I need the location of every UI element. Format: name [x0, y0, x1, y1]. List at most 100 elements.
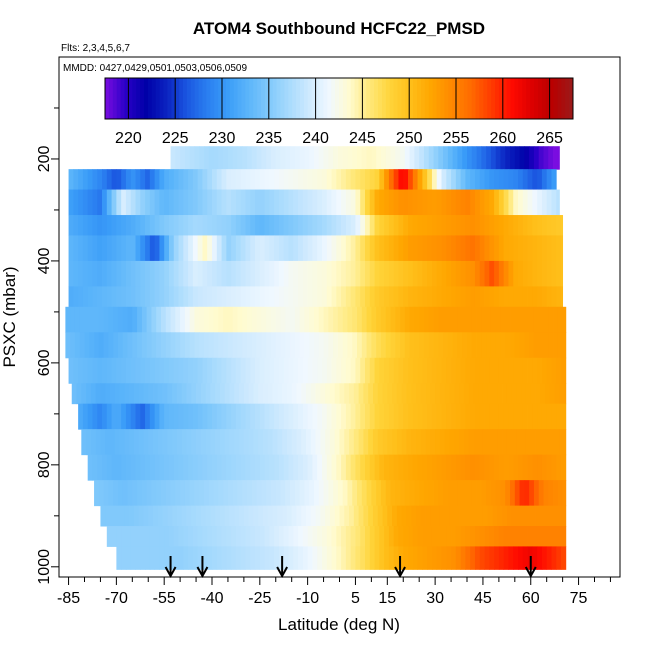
heatmap-cell — [543, 480, 549, 507]
heatmap-cell — [506, 429, 513, 456]
heatmap-cell — [522, 357, 528, 384]
heatmap-cell — [470, 403, 476, 430]
heatmap-cell — [299, 332, 305, 359]
heatmap-cell — [68, 286, 74, 308]
heatmap-cell — [489, 454, 495, 481]
heatmap-cell — [106, 215, 112, 236]
heatmap-cell — [312, 403, 318, 430]
heatmap-cell — [172, 429, 178, 456]
heatmap-cell — [529, 306, 535, 333]
heatmap-cell — [498, 235, 505, 262]
heatmap-cell — [347, 332, 353, 359]
heatmap-cell — [382, 383, 388, 405]
heatmap-cell — [321, 260, 328, 287]
heatmap-cell — [189, 332, 195, 359]
heatmap-cell — [189, 480, 195, 507]
heatmap-cell — [494, 260, 500, 287]
heatmap-cell — [259, 286, 265, 308]
heatmap-cell — [408, 260, 414, 287]
heatmap-cell — [503, 286, 509, 308]
heatmap-cell — [417, 454, 423, 481]
heatmap-cell — [73, 215, 79, 236]
heatmap-cell — [326, 215, 332, 236]
colorbar-segment — [510, 78, 515, 119]
colorbar-tick-label: 265 — [536, 130, 563, 147]
heatmap-cell — [274, 235, 280, 262]
heatmap-cell — [221, 286, 227, 308]
heatmap-cell — [293, 235, 299, 262]
heatmap-cell — [341, 215, 347, 236]
heatmap-cell — [554, 429, 560, 456]
heatmap-cell — [219, 505, 226, 527]
heatmap-cell — [140, 403, 146, 430]
heatmap-cell — [446, 403, 452, 430]
heatmap-cell — [205, 429, 211, 456]
heatmap-cell — [149, 215, 156, 236]
heatmap-cell — [366, 332, 372, 359]
heatmap-cell — [431, 235, 438, 262]
heatmap-cell — [208, 480, 214, 507]
heatmap-cell — [502, 383, 508, 405]
heatmap-cell — [541, 357, 548, 384]
heatmap-cell — [457, 332, 463, 359]
heatmap-cell — [245, 403, 251, 430]
heatmap-cell — [145, 526, 151, 547]
heatmap-cell — [274, 286, 280, 308]
heatmap-cell — [94, 332, 100, 359]
colorbar-segment — [186, 78, 192, 119]
heatmap-cell — [293, 403, 299, 430]
heatmap-cell — [446, 169, 452, 191]
heatmap-cell — [87, 169, 93, 191]
colorbar-segment — [202, 78, 207, 119]
heatmap-cell — [178, 215, 184, 236]
heatmap-cell — [74, 306, 81, 333]
heatmap-cell — [328, 332, 334, 359]
heatmap-cell — [425, 429, 431, 456]
heatmap-cell — [412, 454, 418, 481]
heatmap-cell — [307, 546, 313, 570]
heatmap-cell — [363, 383, 369, 405]
heatmap-cell — [532, 357, 538, 384]
heatmap-cell — [97, 260, 103, 287]
heatmap-cell — [247, 306, 253, 333]
heatmap-cell — [436, 235, 442, 262]
heatmap-cell — [527, 169, 533, 191]
heatmap-cell — [553, 306, 559, 333]
heatmap-cell — [275, 332, 281, 359]
heatmap-cell — [406, 429, 412, 456]
heatmap-cell — [178, 403, 184, 430]
colorbar-segment — [237, 78, 242, 119]
heatmap-cell — [508, 454, 514, 481]
heatmap-cell — [519, 306, 525, 333]
chart-title: ATOM4 Southbound HCFC22_PMSD — [193, 19, 485, 38]
heatmap-cell — [154, 169, 160, 191]
heatmap-cell — [321, 169, 328, 191]
heatmap-cell — [546, 260, 552, 287]
heatmap-cell — [479, 215, 485, 236]
heatmap-cell — [470, 526, 476, 547]
heatmap-cell — [192, 215, 199, 236]
heatmap-cell — [470, 235, 476, 262]
heatmap-cell — [113, 480, 119, 507]
heatmap-cell — [143, 383, 149, 405]
heatmap-cell — [255, 454, 261, 481]
heatmap-cell — [159, 454, 165, 481]
heatmap-cell — [235, 189, 242, 216]
heatmap-cell — [192, 454, 199, 481]
heatmap-cell — [156, 480, 162, 507]
heatmap-cell — [87, 357, 93, 384]
heatmap-cell — [336, 357, 342, 384]
heatmap-cell — [333, 332, 339, 359]
heatmap-cell — [283, 454, 289, 481]
heatmap-cell — [478, 429, 484, 456]
heatmap-cell — [239, 383, 245, 405]
heatmap-cell — [234, 505, 240, 527]
heatmap-cell — [403, 526, 409, 547]
heatmap-cell — [250, 403, 256, 430]
heatmap-cell — [240, 357, 246, 384]
heatmap-cell — [226, 526, 232, 547]
heatmap-cell — [436, 286, 442, 308]
heatmap-cell — [196, 505, 202, 527]
heatmap-cell — [541, 169, 548, 191]
heatmap-cell — [202, 546, 208, 570]
